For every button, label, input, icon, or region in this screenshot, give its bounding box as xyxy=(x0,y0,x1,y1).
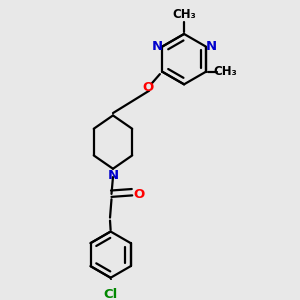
Text: CH₃: CH₃ xyxy=(214,65,237,78)
Text: N: N xyxy=(206,40,217,53)
Text: O: O xyxy=(142,81,154,94)
Text: CH₃: CH₃ xyxy=(172,8,196,21)
Text: N: N xyxy=(107,169,118,182)
Text: N: N xyxy=(152,40,163,53)
Text: Cl: Cl xyxy=(103,288,118,300)
Text: O: O xyxy=(133,188,144,201)
